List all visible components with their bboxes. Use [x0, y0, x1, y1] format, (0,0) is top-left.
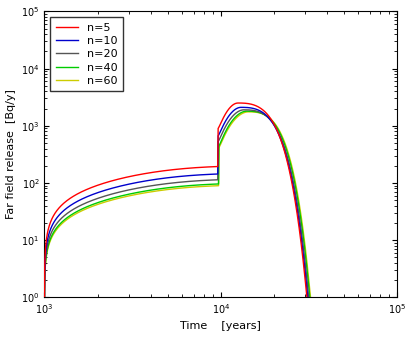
Line: n=20: n=20 [44, 110, 353, 303]
n=60 [224, 129, 229, 133]
n=10 [306, 301, 311, 305]
n=60 [79, 209, 84, 213]
n=60 [172, 187, 177, 191]
n=20 [272, 124, 277, 128]
n=20 [42, 295, 47, 299]
n=10 [239, 105, 243, 110]
n=40 [244, 109, 249, 113]
n=60 [246, 110, 251, 114]
n=5 [278, 137, 283, 142]
n=60 [279, 132, 283, 136]
Line: n=40: n=40 [44, 111, 353, 303]
n=60 [298, 209, 303, 213]
Line: n=60: n=60 [44, 112, 353, 303]
n=5 [79, 190, 84, 194]
n=10 [351, 301, 356, 305]
n=40 [279, 133, 283, 137]
n=20 [171, 181, 176, 185]
n=5 [42, 295, 47, 299]
n=40 [224, 127, 229, 131]
n=20 [224, 124, 229, 128]
n=40 [273, 123, 278, 127]
n=5 [297, 233, 302, 237]
n=60 [351, 301, 356, 305]
n=20 [278, 135, 283, 139]
n=5 [272, 123, 277, 127]
n=20 [351, 301, 356, 305]
n=5 [171, 167, 176, 172]
n=5 [351, 301, 356, 305]
n=40 [79, 207, 84, 211]
n=60 [273, 122, 278, 126]
n=10 [224, 118, 229, 122]
n=10 [79, 197, 84, 202]
n=60 [309, 301, 314, 305]
n=5 [224, 111, 229, 115]
n=40 [308, 301, 313, 305]
Line: n=5: n=5 [44, 103, 353, 303]
Legend: n=5, n=10, n=20, n=40, n=60: n=5, n=10, n=20, n=40, n=60 [50, 17, 123, 91]
n=20 [297, 219, 302, 223]
n=10 [278, 137, 283, 141]
n=10 [42, 295, 47, 299]
n=40 [172, 185, 177, 189]
n=5 [305, 301, 310, 305]
X-axis label: Time    [years]: Time [years] [180, 321, 261, 332]
n=10 [171, 175, 176, 179]
n=20 [79, 203, 84, 207]
n=40 [298, 213, 303, 217]
Line: n=10: n=10 [44, 108, 353, 303]
n=10 [272, 124, 277, 128]
n=5 [236, 101, 241, 105]
Y-axis label: Far field release  [Bq/y]: Far field release [Bq/y] [5, 89, 16, 219]
n=40 [351, 301, 356, 305]
n=20 [241, 108, 246, 112]
n=60 [42, 295, 47, 299]
n=10 [297, 227, 302, 231]
n=40 [42, 295, 47, 299]
n=20 [307, 301, 312, 305]
